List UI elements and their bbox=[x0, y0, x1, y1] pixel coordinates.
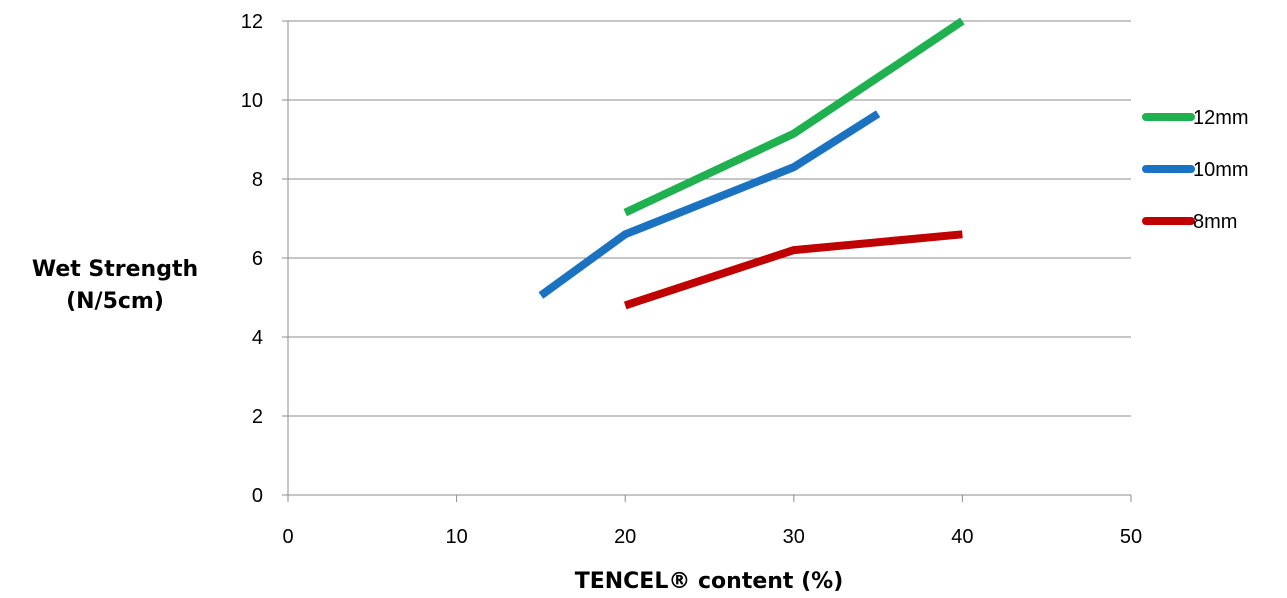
tick-labels: 0 2 4 6 8 10 12 0 10 20 30 40 50 bbox=[241, 11, 1142, 548]
y-tick-label-2: 2 bbox=[252, 406, 263, 428]
y-tick-label-8: 8 bbox=[252, 169, 263, 191]
y-axis-title-line-1: Wet Strength bbox=[32, 257, 198, 282]
x-tick-label-30: 30 bbox=[783, 526, 805, 548]
y-axis-title-line-2: (N/5cm) bbox=[66, 289, 164, 314]
y-tick-label-6: 6 bbox=[252, 248, 263, 270]
grid-lines bbox=[288, 20, 1131, 417]
series-line-10mm bbox=[538, 110, 881, 299]
y-tick-label-0: 0 bbox=[252, 485, 263, 507]
series-lines bbox=[538, 17, 965, 310]
legend: 12mm 10mm 8mm bbox=[1142, 107, 1249, 233]
x-tick-label-20: 20 bbox=[614, 526, 636, 548]
series-line-8mm bbox=[623, 230, 963, 310]
axes bbox=[282, 20, 1132, 502]
x-tick-label-40: 40 bbox=[951, 526, 973, 548]
x-tick-label-50: 50 bbox=[1120, 526, 1142, 548]
y-tick-label-4: 4 bbox=[252, 327, 263, 349]
series-line-12mm bbox=[623, 17, 965, 217]
x-tick-label-10: 10 bbox=[445, 526, 467, 548]
y-tick-label-10: 10 bbox=[241, 90, 263, 112]
legend-label-12mm: 12mm bbox=[1193, 107, 1249, 129]
legend-label-10mm: 10mm bbox=[1193, 159, 1249, 181]
x-tick-label-0: 0 bbox=[282, 526, 293, 548]
y-tick-label-12: 12 bbox=[241, 11, 263, 33]
legend-label-8mm: 8mm bbox=[1193, 211, 1237, 233]
x-axis-title: TENCEL® content (%) bbox=[575, 569, 844, 594]
